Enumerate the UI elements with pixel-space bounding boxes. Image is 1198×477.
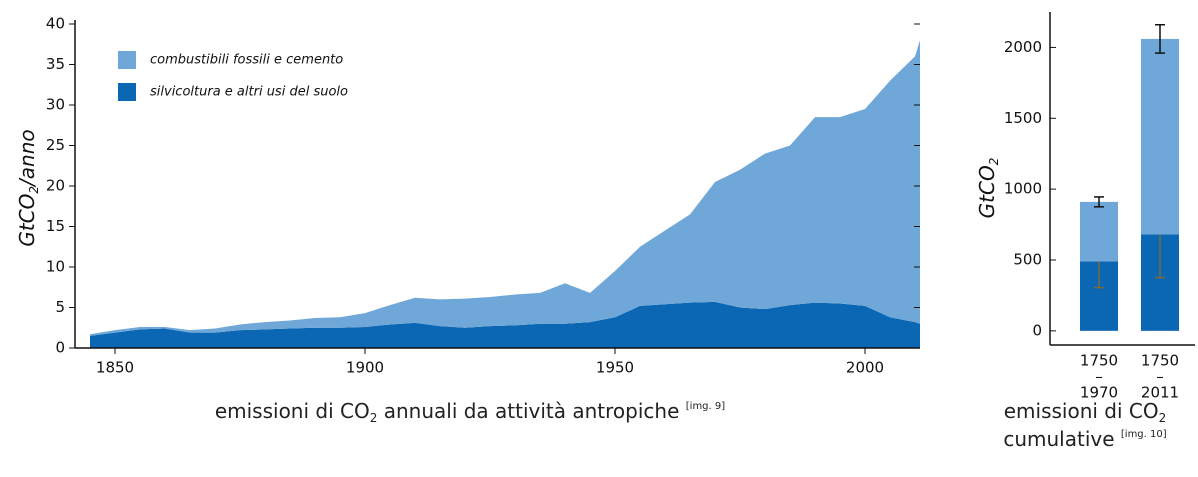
- caption-ref: [img. 10]: [1121, 429, 1167, 440]
- x-tick-label: –: [1156, 368, 1164, 386]
- bar: [1080, 201, 1118, 262]
- caption-part: cumulative: [1003, 427, 1121, 451]
- caption-sub: 2: [1159, 411, 1167, 425]
- legend-swatch: [118, 51, 136, 69]
- label-sub: 2: [987, 158, 1001, 166]
- x-tick-label: 1850: [96, 359, 134, 377]
- y-tick-label: 2000: [1004, 38, 1042, 56]
- caption-part: annuali da attività antropiche: [377, 399, 685, 423]
- y-tick-label: 15: [46, 217, 65, 235]
- y-tick-label: 40: [46, 15, 65, 33]
- area: [90, 301, 920, 348]
- x-tick-label: 1750: [1080, 352, 1118, 370]
- y-tick-label: 30: [46, 96, 65, 114]
- y-tick-label: 0: [55, 339, 65, 357]
- caption-part: emissioni di CO: [215, 399, 370, 423]
- x-tick-label: 1750: [1141, 352, 1179, 370]
- caption: emissioni di CO2 annuali da attività ant…: [215, 399, 725, 425]
- x-tick-label: 1900: [346, 359, 384, 377]
- bar: [1141, 38, 1179, 235]
- y-tick-label: 500: [1013, 250, 1042, 268]
- y-tick-label: 20: [46, 177, 65, 195]
- legend-label: silvicoltura e altri usi del suolo: [150, 85, 348, 100]
- caption-part: emissioni di CO: [1004, 399, 1159, 423]
- caption-sub: 2: [370, 411, 378, 425]
- label-sub: 2: [27, 186, 41, 194]
- x-tick-label: 1970: [1080, 384, 1118, 402]
- caption: emissioni di CO2: [1004, 399, 1167, 425]
- legend-swatch: [118, 83, 136, 101]
- y-tick-label: 1500: [1004, 109, 1042, 127]
- label-part: /anno: [15, 129, 39, 188]
- label-part: GtCO: [975, 165, 999, 218]
- y-axis-label: GtCO2/anno: [15, 129, 41, 246]
- legend-label: combustibili fossili e cemento: [150, 53, 343, 68]
- caption-ref: [img. 9]: [686, 401, 725, 412]
- area: [90, 40, 920, 336]
- y-axis-label: GtCO2: [975, 158, 1001, 219]
- x-tick-label: 2000: [846, 359, 884, 377]
- y-tick-label: 1000: [1004, 180, 1042, 198]
- y-tick-label: 5: [55, 298, 65, 316]
- x-tick-label: 2011: [1141, 384, 1179, 402]
- x-tick-label: –: [1095, 368, 1103, 386]
- y-tick-label: 0: [1032, 321, 1042, 339]
- y-tick-label: 35: [46, 55, 65, 73]
- label-part: GtCO: [15, 194, 39, 247]
- y-tick-label: 10: [46, 258, 65, 276]
- y-tick-label: 25: [46, 136, 65, 154]
- x-tick-label: 1950: [596, 359, 634, 377]
- caption: cumulative [img. 10]: [1003, 427, 1166, 451]
